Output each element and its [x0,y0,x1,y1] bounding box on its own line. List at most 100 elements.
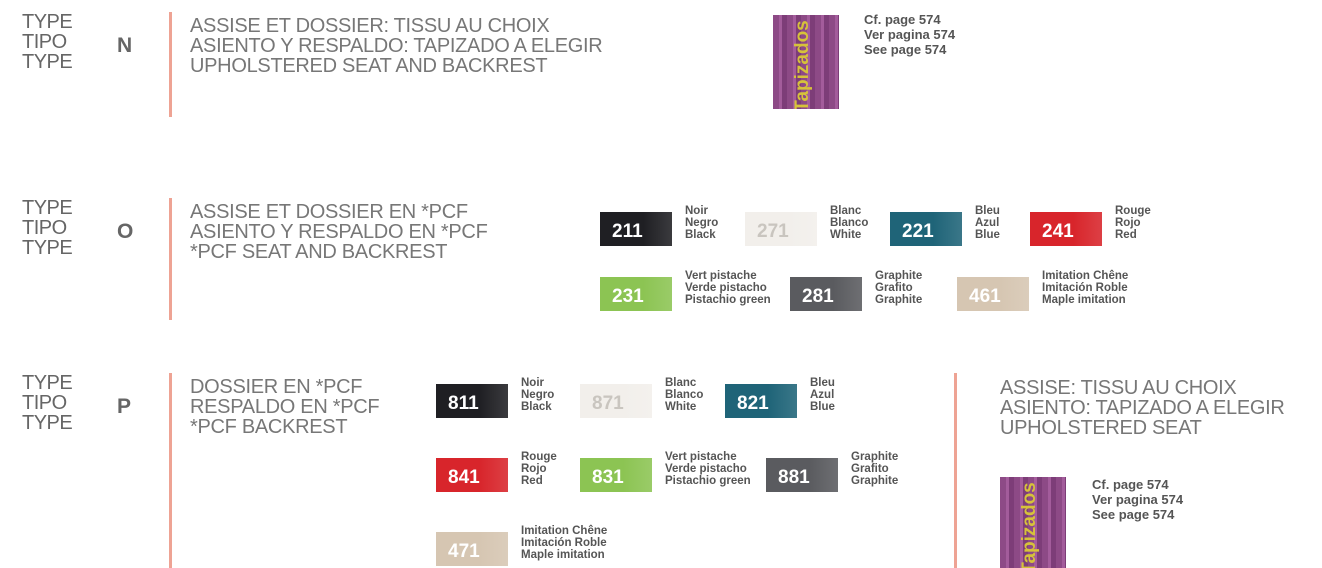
swatch-code: 841 [448,467,480,488]
swatch-names: Rouge Rojo Red [1115,205,1151,241]
color-swatch: 881 [766,458,838,492]
swatch-code: 831 [592,467,624,488]
description-line: ASSISE ET DOSSIER EN *PCF [190,201,468,223]
reference-text-line: Cf. page 574 [864,12,941,27]
description: ASSISE ET DOSSIER EN *PCF ASIENTO Y RESPA… [190,201,488,262]
swatch-names: Imitation Chêne Imitación Roble Maple imit… [1042,270,1128,306]
color-swatch: 231 [600,277,672,311]
reference-text: Cf. page 574 Ver pagina 574 See page 574 [864,12,955,57]
seat-description-line: ASSISE: TISSU AU CHOIX [1000,377,1237,399]
swatch-names: Vert pistache Verde pistacho Pistachio gre… [685,270,771,306]
swatch-names-line: Negro [521,389,555,401]
type-labels-line: TIPO [22,217,67,239]
swatch-names-line: Grafito [875,282,913,294]
swatch-names-line: Vert pistache [665,451,737,463]
description-line: *PCF BACKREST [190,416,348,438]
swatch-names-line: Black [685,229,716,241]
type-labels: TYPE TIPO TYPE [22,198,73,259]
swatch-code: 211 [612,221,643,242]
type-labels-line: TYPE [22,372,73,394]
type-labels-line: TIPO [22,392,67,414]
type-labels-line: TIPO [22,31,67,53]
swatch-names-line: Rojo [1115,217,1141,229]
type-letter: P [117,395,132,418]
swatch-code: 271 [757,221,789,242]
swatch-code: 241 [1042,221,1074,242]
swatch-names-line: Black [521,401,552,413]
type-labels-line: TYPE [22,11,73,33]
divider [169,373,172,568]
swatch-code: 881 [778,467,810,488]
type-letter: O [117,220,134,243]
swatch-names-line: Bleu [975,205,1000,217]
swatch-names-line: Pistachio green [685,294,771,306]
color-swatch: 821 [725,384,797,418]
swatch-names: Imitation Chêne Imitación Roble Maple imit… [521,525,607,561]
swatch-names-line: Blanco [830,217,869,229]
swatch-code: 281 [802,286,834,307]
type-labels-line: TYPE [22,237,73,259]
swatch-names: Graphite Grafito Graphite [875,270,922,306]
swatch-code: 221 [902,221,934,242]
swatch-names-line: Azul [975,217,1000,229]
swatch-code: 871 [592,393,624,414]
swatch-names-line: Blanc [665,377,697,389]
color-swatch: 811 [436,384,508,418]
swatch-names-line: Verde pistacho [665,463,747,475]
swatch-names-line: Graphite [851,451,899,463]
swatch-code: 461 [969,286,1001,307]
swatch-names: Vert pistache Verde pistacho Pistachio gre… [665,451,751,487]
divider [169,12,172,117]
reference-text-line: Ver pagina 574 [864,27,956,42]
type-labels-line: TYPE [22,412,73,434]
swatch-names-line: Imitación Roble [1042,282,1128,294]
divider [954,373,957,568]
swatch-names-line: Vert pistache [685,270,757,282]
type-labels: TYPE TIPO TYPE [22,372,73,434]
swatch-names: Noir Negro Black [521,377,554,413]
swatch-names-line: Graphite [875,294,923,306]
swatch-names-line: Graphite [851,475,899,487]
reference-text-line: See page 574 [1092,507,1175,522]
swatch-names: Graphite Grafito Graphite [851,451,898,487]
reference-image: Tapizados [1000,477,1066,568]
swatch-names-line: Maple imitation [521,549,605,561]
reference-text-line: Cf. page 574 [1092,477,1169,492]
swatch-names-line: Blue [810,401,835,413]
description-line: ASIENTO Y RESPALDO: TAPIZADO A ELEGIR [190,35,603,57]
swatch-names-line: White [830,229,862,241]
swatch-names-line: Azul [810,389,835,401]
color-swatch: 281 [790,277,862,311]
swatch-names-line: Noir [685,205,708,217]
swatch-names-line: Imitation Chêne [521,525,608,537]
color-swatch: 211 [600,212,672,246]
color-swatch: 461 [957,277,1029,311]
type-letter: N [117,34,133,57]
reference-text-line: Ver pagina 574 [1092,492,1184,507]
swatch-names-line: Graphite [875,270,923,282]
swatch-names-line: Rojo [521,463,547,475]
seat-description-line: ASIENTO: TAPIZADO A ELEGIR [1000,397,1285,419]
swatch-names-line: Imitation Chêne [1042,270,1129,282]
color-swatch: 471 [436,532,508,566]
swatch-names-line: Red [1115,229,1137,241]
swatch-names: Bleu Azul Blue [975,205,1000,241]
swatch-code: 811 [448,393,479,414]
reference-image: Tapizados [773,15,839,109]
swatch-names-line: Red [521,475,543,487]
color-swatch: 221 [890,212,962,246]
swatch-names: Blanc Blanco White [830,205,868,241]
swatch-names-line: Maple imitation [1042,294,1126,306]
swatch-names-line: Grafito [851,463,889,475]
swatch-code: 821 [737,393,769,414]
color-swatch: 271 [745,212,817,246]
reference-text-line: See page 574 [864,42,947,57]
swatch-names-line: Rouge [521,451,557,463]
type-labels-line: TYPE [22,51,73,73]
color-swatch: 241 [1030,212,1102,246]
description-line: ASIENTO Y RESPALDO EN *PCF [190,221,488,243]
swatch-names-line: Blanco [665,389,704,401]
swatch-names: Noir Negro Black [685,205,718,241]
swatch-names: Bleu Azul Blue [810,377,835,413]
swatch-names-line: Negro [685,217,719,229]
